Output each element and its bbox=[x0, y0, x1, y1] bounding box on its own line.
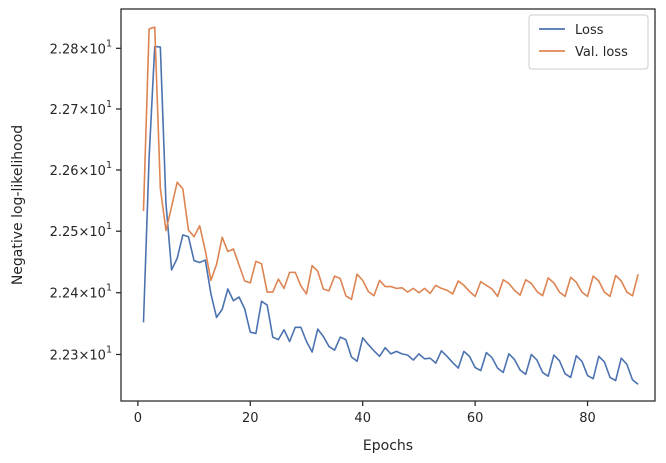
series-lines bbox=[142, 26, 639, 385]
x-tick-label: 0 bbox=[134, 411, 142, 426]
x-tick-label: 60 bbox=[467, 411, 484, 426]
y-tick-label: 2.23×101 bbox=[50, 344, 112, 363]
series-line bbox=[142, 26, 639, 301]
x-axis-ticks: 0 20 40 60 80 bbox=[134, 401, 596, 426]
series-line bbox=[142, 45, 639, 385]
y-axis-label: Negative log-likelihood bbox=[10, 125, 26, 285]
x-tick-label: 40 bbox=[354, 411, 371, 426]
x-tick-label: 80 bbox=[579, 411, 596, 426]
y-tick-label: 2.27×101 bbox=[50, 99, 112, 118]
legend-label: Val. loss bbox=[575, 45, 628, 60]
y-tick-label: 2.25×101 bbox=[50, 221, 112, 240]
x-tick-label: 20 bbox=[242, 411, 259, 426]
y-tick-label: 2.24×101 bbox=[50, 283, 112, 302]
x-axis-label: Epochs bbox=[363, 438, 413, 454]
plot-area bbox=[121, 9, 655, 401]
y-axis-ticks: 2.23×101 2.24×101 2.25×101 2.26×101 2.27×101… bbox=[50, 38, 121, 363]
y-tick-label: 2.26×101 bbox=[50, 160, 112, 179]
legend-label: Loss bbox=[575, 23, 604, 38]
y-tick-label: 2.28×101 bbox=[50, 38, 112, 57]
legend: Loss Val. loss bbox=[528, 14, 649, 70]
plot-frame bbox=[120, 8, 656, 402]
